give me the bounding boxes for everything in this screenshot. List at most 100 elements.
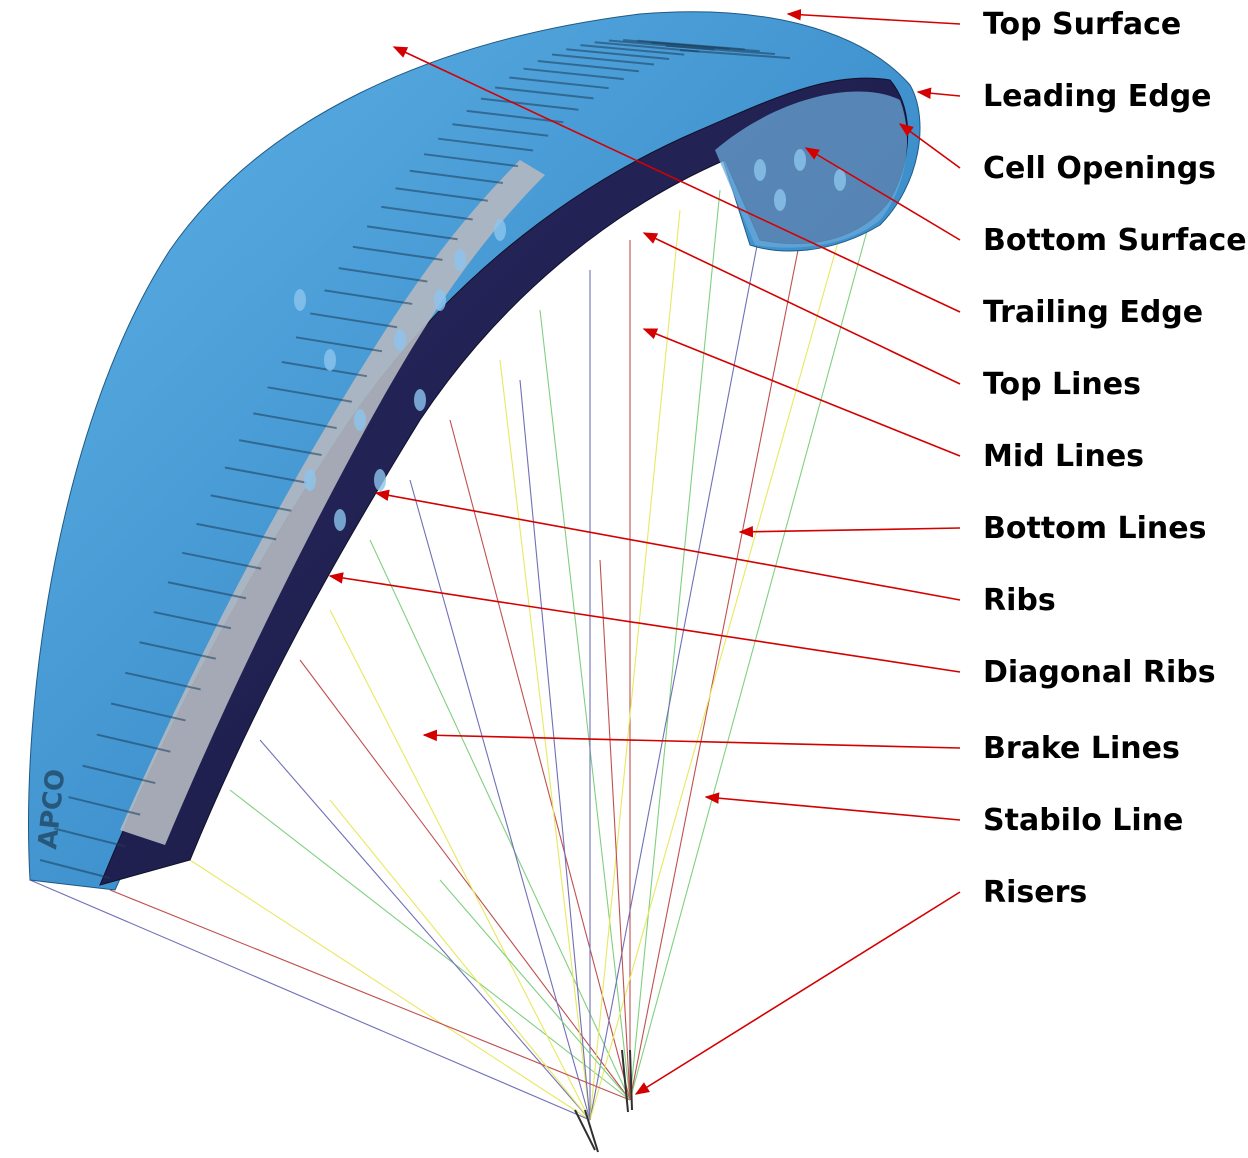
suspension-line — [229, 789, 631, 1101]
rib-stripe — [125, 671, 201, 691]
label-cell-openings: Cell Openings — [983, 151, 1216, 186]
suspension-line — [409, 479, 591, 1121]
suspension-line — [599, 559, 631, 1101]
rib-stripe — [210, 494, 292, 512]
rib-stripe — [196, 522, 277, 541]
riser-strap — [584, 1109, 599, 1153]
rib-stripe — [509, 76, 609, 90]
suspension-line — [589, 209, 681, 1121]
cell-vents — [294, 149, 846, 531]
label-stabilo-line: Stabilo Line — [983, 803, 1183, 838]
rib-stripe — [153, 611, 232, 630]
suspension-line — [629, 239, 801, 1101]
arrow-ribs — [374, 489, 961, 601]
rib-stripe — [551, 53, 655, 66]
rib-stripe — [53, 827, 126, 848]
rib-stripe — [409, 169, 504, 184]
rib-stripe — [310, 312, 398, 329]
label-ribs: Ribs — [983, 583, 1056, 618]
cell-vent — [414, 389, 426, 411]
rib-stripe — [82, 764, 156, 785]
arrow-top-surface — [786, 9, 961, 25]
arrow-trailing-edge — [392, 46, 961, 313]
rib-stripe — [480, 97, 579, 111]
cell-vent — [294, 289, 306, 311]
suspension-line — [449, 419, 631, 1101]
cell-vent — [434, 289, 446, 311]
label-top-lines: Top Lines — [983, 367, 1141, 402]
rib-stripe — [182, 551, 262, 570]
pointer-arrows — [328, 9, 961, 1095]
rib-stripe — [96, 733, 171, 753]
rib-stripe — [523, 67, 624, 81]
label-diagonal-ribs: Diagonal Ribs — [983, 655, 1216, 690]
suspension-line — [259, 739, 591, 1121]
label-bottom-surface: Bottom Surface — [983, 223, 1247, 258]
wing-canopy: APCO — [28, 11, 921, 891]
arrow-top-lines — [642, 232, 961, 385]
label-column: Top Surface Leading Edge Cell Openings B… — [983, 7, 1247, 910]
rib-stripe — [167, 581, 247, 600]
riser-strap — [621, 1049, 629, 1113]
rib-stripe — [224, 466, 307, 484]
cell-vent — [834, 169, 846, 191]
rib-stripe — [395, 187, 488, 202]
rib-stripe — [238, 439, 322, 456]
cell-vent — [774, 189, 786, 211]
rib-stripes — [39, 39, 791, 879]
suspension-line — [589, 234, 841, 1121]
rib-stripe — [466, 109, 564, 124]
cell-vent — [334, 509, 346, 531]
rib-stripe — [580, 44, 685, 56]
cell-vent — [794, 149, 806, 171]
label-trailing-edge: Trailing Edge — [983, 295, 1203, 330]
rib-stripe — [366, 225, 458, 241]
label-bottom-lines: Bottom Lines — [983, 511, 1206, 546]
rib-stripe — [381, 205, 473, 221]
suspension-line — [29, 879, 591, 1121]
arrow-mid-lines — [642, 328, 961, 457]
rib-stripe — [352, 245, 443, 261]
suspension-line — [109, 889, 631, 1101]
cell-vent — [324, 349, 336, 371]
rib-stripe — [665, 44, 775, 55]
suspension-line — [329, 609, 591, 1121]
rib-stripe — [68, 796, 141, 816]
riser-strap — [629, 1049, 633, 1111]
arrow-diagonal-ribs — [328, 572, 961, 673]
label-leading-edge: Leading Edge — [983, 79, 1212, 114]
suspension-line — [499, 359, 591, 1121]
arrow-risers — [634, 891, 961, 1095]
rib-stripe — [110, 702, 186, 722]
cell-vent — [354, 409, 366, 431]
rib-stripe — [139, 641, 216, 660]
arrow-cell-openings — [898, 123, 961, 169]
cell-openings-area — [715, 91, 908, 248]
rib-band-shape — [120, 160, 545, 845]
rib-stripe — [651, 41, 760, 53]
rib-stripe — [295, 336, 383, 353]
suspension-line — [629, 219, 871, 1101]
label-top-surface: Top Surface — [983, 7, 1181, 42]
suspension-line — [519, 379, 591, 1121]
rib-stripe — [281, 360, 368, 378]
rib-stripe — [566, 48, 670, 60]
cell-vent — [494, 219, 506, 241]
cell-vent — [454, 249, 466, 271]
rib-stripe — [423, 153, 519, 168]
arrow-bottom-lines — [738, 526, 961, 538]
cell-vent — [754, 159, 766, 181]
rib-stripe — [438, 137, 534, 152]
rib-stripe — [324, 289, 413, 305]
arrow-brake-lines — [422, 729, 961, 749]
label-mid-lines: Mid Lines — [983, 439, 1144, 474]
rib-stripe — [39, 859, 111, 879]
suspension-line — [439, 879, 631, 1101]
cell-vent — [304, 469, 316, 491]
suspension-line — [629, 189, 721, 1101]
arrow-leading-edge — [916, 87, 961, 99]
suspension-lines — [29, 189, 871, 1121]
arrow-bottom-surface — [804, 147, 961, 241]
rib-stripe — [679, 49, 791, 60]
